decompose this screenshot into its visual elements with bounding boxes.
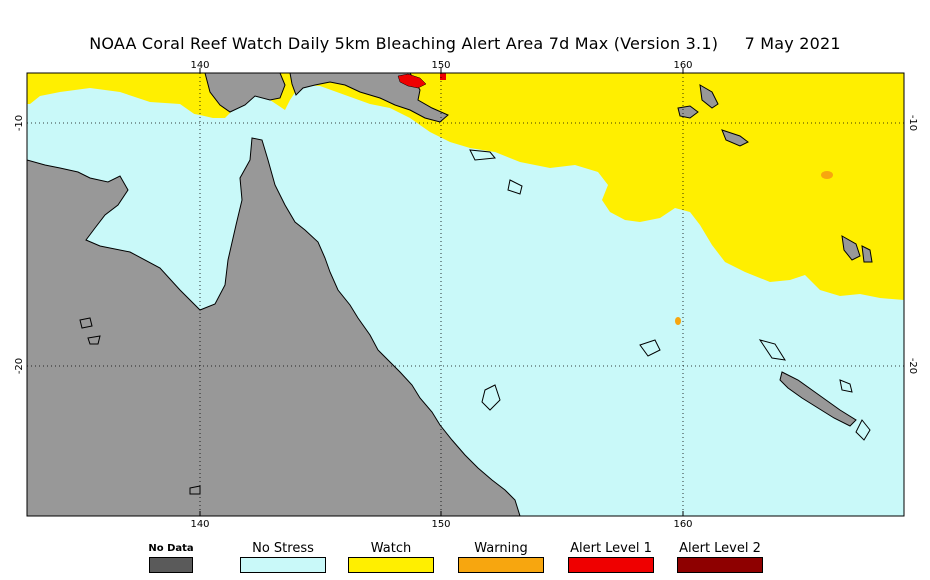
watch-region bbox=[27, 73, 904, 300]
y-tick-left: -10 bbox=[14, 115, 25, 131]
alert1-patch-small bbox=[440, 73, 446, 80]
legend-swatch-alert-2 bbox=[677, 557, 763, 573]
x-tick-top: 150 bbox=[431, 60, 450, 71]
island bbox=[721, 129, 749, 147]
y-tick-right: -20 bbox=[907, 358, 918, 374]
legend-swatch-no-data bbox=[149, 557, 193, 573]
australia-land bbox=[27, 137, 521, 516]
y-tick-right: -10 bbox=[907, 115, 918, 131]
x-tick-top: 160 bbox=[673, 60, 692, 71]
legend-swatch-no-stress bbox=[240, 557, 326, 573]
reef-outlines bbox=[79, 149, 871, 495]
island bbox=[699, 84, 719, 109]
warning-patch bbox=[675, 317, 681, 325]
warning-patch bbox=[821, 171, 833, 179]
legend-label-no-data: No Data bbox=[148, 543, 194, 554]
island bbox=[861, 245, 873, 263]
island bbox=[841, 235, 861, 261]
tick-marks bbox=[199, 68, 684, 516]
new-caledonia bbox=[779, 371, 857, 427]
map-body bbox=[27, 73, 904, 516]
legend-label-watch: Watch bbox=[370, 541, 412, 556]
legend-swatch-warning bbox=[458, 557, 544, 573]
legend-label-alert-1: Alert Level 1 bbox=[570, 541, 652, 556]
gulf-sea bbox=[40, 95, 250, 310]
title-date: 7 May 2021 bbox=[744, 34, 841, 53]
x-tick-bottom: 140 bbox=[190, 519, 209, 530]
x-tick-bottom: 160 bbox=[673, 519, 692, 530]
legend-label-warning: Warning bbox=[474, 541, 528, 556]
legend-swatch-watch bbox=[348, 557, 434, 573]
x-tick-top: 140 bbox=[190, 60, 209, 71]
legend-swatch-alert-1 bbox=[568, 557, 654, 573]
title-text: NOAA Coral Reef Watch Daily 5km Bleachin… bbox=[89, 34, 719, 53]
map-frame bbox=[26, 72, 905, 517]
x-tick-bottom: 150 bbox=[431, 519, 450, 530]
map-title: NOAA Coral Reef Watch Daily 5km Bleachin… bbox=[0, 34, 930, 53]
y-tick-left: -20 bbox=[14, 358, 25, 374]
alert1-patch bbox=[397, 73, 427, 89]
legend-label-alert-2: Alert Level 2 bbox=[679, 541, 761, 556]
land-fragment bbox=[204, 73, 286, 113]
legend-label-no-stress: No Stress bbox=[252, 541, 314, 556]
